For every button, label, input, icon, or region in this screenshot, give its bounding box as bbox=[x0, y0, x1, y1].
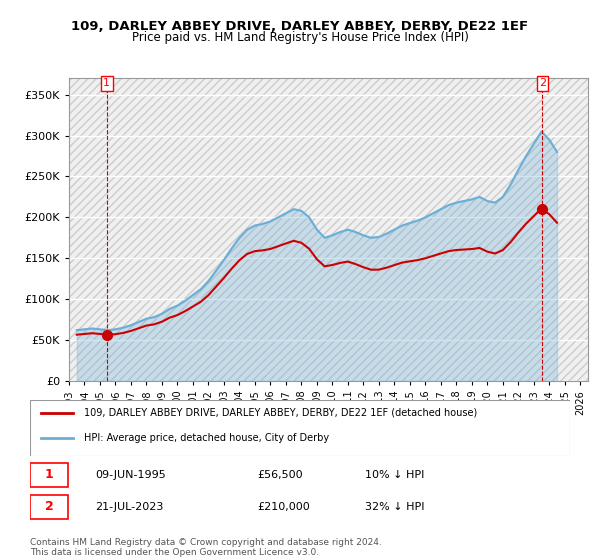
Text: 32% ↓ HPI: 32% ↓ HPI bbox=[365, 502, 424, 511]
Text: £210,000: £210,000 bbox=[257, 502, 310, 511]
FancyBboxPatch shape bbox=[30, 495, 68, 519]
Text: 1: 1 bbox=[103, 78, 110, 88]
FancyBboxPatch shape bbox=[30, 463, 68, 487]
Text: 109, DARLEY ABBEY DRIVE, DARLEY ABBEY, DERBY, DE22 1EF: 109, DARLEY ABBEY DRIVE, DARLEY ABBEY, D… bbox=[71, 20, 529, 32]
Text: 09-JUN-1995: 09-JUN-1995 bbox=[95, 470, 166, 480]
Text: Contains HM Land Registry data © Crown copyright and database right 2024.
This d: Contains HM Land Registry data © Crown c… bbox=[30, 538, 382, 557]
Text: 2: 2 bbox=[44, 500, 53, 513]
FancyBboxPatch shape bbox=[30, 400, 570, 456]
Text: £56,500: £56,500 bbox=[257, 470, 302, 480]
Text: HPI: Average price, detached house, City of Derby: HPI: Average price, detached house, City… bbox=[84, 433, 329, 444]
Text: 10% ↓ HPI: 10% ↓ HPI bbox=[365, 470, 424, 480]
Text: 1: 1 bbox=[44, 468, 53, 482]
Text: Price paid vs. HM Land Registry's House Price Index (HPI): Price paid vs. HM Land Registry's House … bbox=[131, 31, 469, 44]
Text: 109, DARLEY ABBEY DRIVE, DARLEY ABBEY, DERBY, DE22 1EF (detached house): 109, DARLEY ABBEY DRIVE, DARLEY ABBEY, D… bbox=[84, 408, 477, 418]
Text: 21-JUL-2023: 21-JUL-2023 bbox=[95, 502, 163, 511]
Text: 2: 2 bbox=[539, 78, 546, 88]
